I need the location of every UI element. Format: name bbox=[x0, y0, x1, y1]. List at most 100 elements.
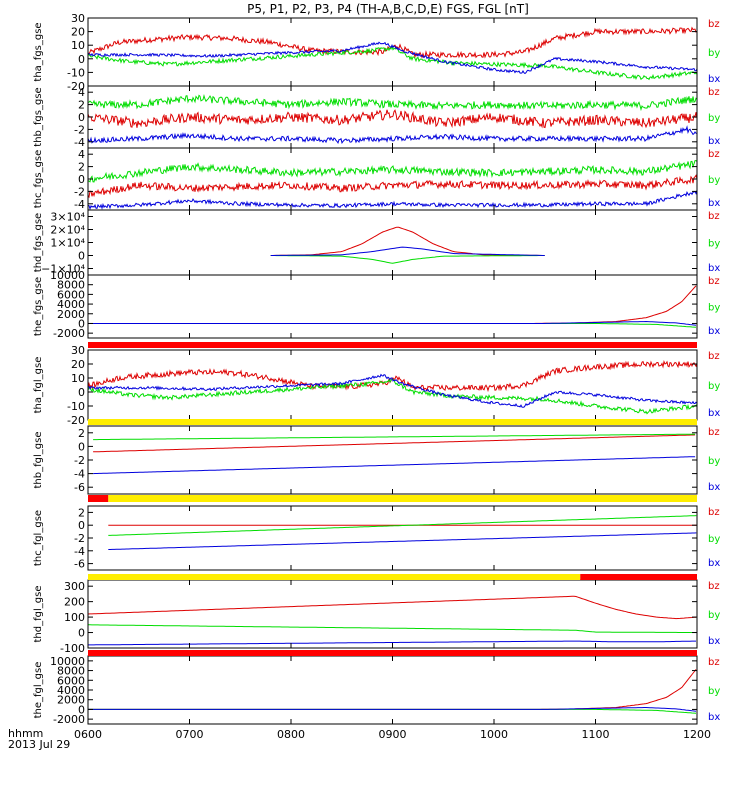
series-group bbox=[108, 515, 697, 550]
series-line-bz bbox=[270, 226, 545, 256]
legend-bx: bx bbox=[708, 712, 720, 723]
legend-bz: bz bbox=[708, 581, 720, 592]
series-group bbox=[88, 595, 697, 646]
series-line-bx bbox=[88, 190, 697, 210]
legend-bx: bx bbox=[708, 198, 720, 209]
series-line-bx bbox=[88, 41, 697, 75]
panel-frame bbox=[87, 209, 698, 276]
ytick-label: 0 bbox=[78, 703, 85, 716]
series-line-bx bbox=[270, 246, 545, 256]
panel-frame bbox=[87, 655, 698, 725]
xtick-label: 1100 bbox=[582, 728, 610, 741]
ylabel: the_fgl_gse bbox=[33, 662, 44, 719]
series-line-by bbox=[88, 44, 697, 81]
series-group bbox=[88, 669, 697, 714]
legend-bz: bz bbox=[708, 87, 720, 98]
xtick-label: 0800 bbox=[277, 728, 305, 741]
panel-frame bbox=[87, 274, 698, 339]
figure-title: P5, P1, P2, P3, P4 (TH-A,B,C,D,E) FGS, F… bbox=[247, 2, 529, 16]
legend-by: by bbox=[708, 113, 720, 124]
legend-bx: bx bbox=[708, 408, 720, 419]
panel-thd_fgl_gse: 300 200 100 0 -100 thd_fgl_gse bz by bx bbox=[33, 579, 720, 655]
ytick-label: 4 bbox=[78, 86, 85, 99]
status-segment-red bbox=[88, 495, 109, 502]
series-line-by bbox=[88, 93, 697, 112]
ytick-label: 4000 bbox=[57, 684, 85, 697]
series-line-bx bbox=[93, 456, 696, 475]
ytick-label: -100 bbox=[60, 642, 85, 655]
series-line-bx bbox=[88, 707, 697, 712]
ytick-label: -10 bbox=[67, 66, 85, 79]
xtick-label: 0600 bbox=[74, 728, 102, 741]
legend-bz: bz bbox=[708, 211, 720, 222]
ytick-label: 0 bbox=[78, 250, 85, 263]
ytick-label: 4 bbox=[78, 148, 85, 161]
series-group bbox=[88, 285, 697, 328]
ytick-label: 0 bbox=[78, 386, 85, 399]
status-segment-yellow bbox=[108, 495, 698, 502]
legend-bz: bz bbox=[708, 19, 720, 30]
panel-frame bbox=[87, 425, 698, 495]
status-bars bbox=[88, 342, 698, 656]
ylabel: thb_fgl_gse bbox=[33, 432, 44, 489]
status-bar bbox=[88, 419, 697, 425]
ytick-label: -10 bbox=[67, 400, 85, 413]
legend-bx: bx bbox=[708, 636, 720, 647]
legend-by: by bbox=[708, 48, 720, 59]
ylabel: tha_fgl_gse bbox=[33, 357, 44, 414]
series-line-bz bbox=[88, 109, 697, 129]
series-line-bx bbox=[88, 373, 697, 408]
series-line-bx bbox=[108, 532, 697, 550]
status-segment-red bbox=[88, 650, 697, 656]
legend-by: by bbox=[708, 239, 720, 250]
series-group bbox=[93, 433, 696, 475]
ytick-label: 10 bbox=[71, 39, 85, 52]
ytick-label: 300 bbox=[64, 580, 85, 593]
ytick-label: 10000 bbox=[50, 269, 85, 282]
ytick-label: −1×10⁴ bbox=[41, 263, 85, 276]
legend-bz: bz bbox=[708, 507, 720, 518]
legend-by: by bbox=[708, 610, 720, 621]
panel-frame bbox=[87, 579, 698, 649]
legend-by: by bbox=[708, 456, 720, 467]
status-bar bbox=[88, 495, 698, 502]
legend-by: by bbox=[708, 381, 720, 392]
xtick-label: 1200 bbox=[683, 728, 711, 741]
series-line-by bbox=[88, 160, 697, 183]
ytick-label: 30 bbox=[71, 344, 85, 357]
ytick-label: -20 bbox=[67, 414, 85, 427]
status-segment-yellow bbox=[88, 419, 697, 425]
series-line-by bbox=[270, 255, 545, 264]
panel-thb_fgs_gse: 420-2-4 thb_fgs_gse bz by bx bbox=[33, 85, 720, 149]
series-line-bz bbox=[88, 669, 697, 710]
ytick-label: 2×10⁴ bbox=[50, 224, 85, 237]
ytick-label: -4 bbox=[74, 198, 85, 211]
series-group bbox=[88, 26, 697, 81]
series-line-bz bbox=[93, 434, 696, 453]
ytick-label: 2000 bbox=[57, 694, 85, 707]
ytick-label: -6 bbox=[74, 481, 85, 494]
panel-frame bbox=[87, 17, 698, 87]
footer-hhmm: hhmm bbox=[8, 727, 43, 740]
legend-bx: bx bbox=[708, 326, 720, 337]
status-segment-yellow bbox=[88, 574, 581, 580]
series-line-by bbox=[88, 323, 697, 328]
ytick-label: 0 bbox=[78, 173, 85, 186]
ytick-label: 0 bbox=[78, 519, 85, 532]
legend-bx: bx bbox=[708, 558, 720, 569]
ytick-label: -4 bbox=[74, 545, 85, 558]
legend-bz: bz bbox=[708, 427, 720, 438]
ytick-label: -6 bbox=[74, 558, 85, 571]
series-line-bz bbox=[88, 285, 697, 324]
ytick-label: 20 bbox=[71, 358, 85, 371]
ytick-label: 200 bbox=[64, 596, 85, 609]
ytick-label: 0 bbox=[78, 111, 85, 124]
legend-bx: bx bbox=[708, 263, 720, 274]
ytick-label: 2 bbox=[78, 99, 85, 112]
ytick-label: -2 bbox=[74, 532, 85, 545]
legend-bx: bx bbox=[708, 74, 720, 85]
ylabel: thc_fgl_gse bbox=[33, 510, 44, 566]
